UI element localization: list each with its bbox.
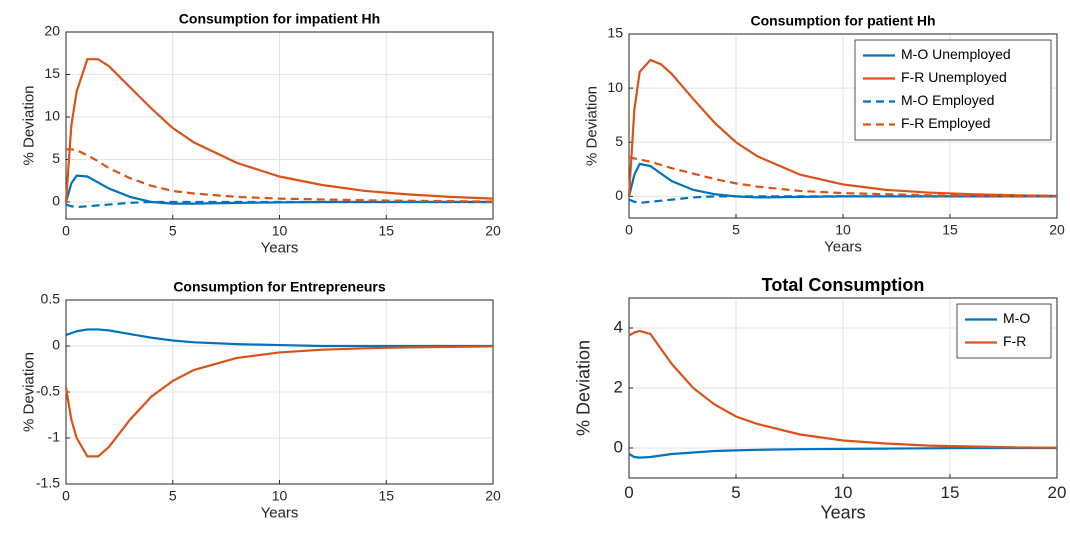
- legend-label: F-R: [1003, 333, 1026, 349]
- y-tick-label: -1: [48, 429, 61, 445]
- axes-box: [628, 297, 1058, 479]
- legend-box: [854, 39, 1052, 141]
- y-tick-label: 0: [52, 193, 60, 209]
- chart-title: Consumption for impatient Hh: [179, 11, 380, 27]
- chart-title: Total Consumption: [762, 275, 925, 295]
- x-axis-label: Years: [824, 238, 862, 255]
- x-tick-label: 0: [62, 222, 70, 238]
- y-axis-label: % Deviation: [584, 86, 601, 166]
- y-tick-label: 0.5: [41, 291, 61, 307]
- y-tick-label: 20: [44, 23, 60, 39]
- series-line: [65, 328, 493, 348]
- series-line: [64, 58, 494, 203]
- y-tick-label: 4: [614, 317, 623, 336]
- axes-box: [628, 33, 1058, 219]
- y-tick-label: -1.5: [36, 475, 60, 491]
- y-axis-label: % Deviation: [21, 85, 38, 165]
- y-axis-label: % Deviation: [21, 352, 38, 432]
- y-tick-label: 2: [614, 377, 623, 396]
- x-tick-label: 10: [272, 487, 288, 503]
- y-axis-label: % Deviation: [574, 340, 594, 436]
- x-tick-label: 15: [378, 487, 394, 503]
- legend-label: F-R Employed: [901, 115, 990, 131]
- chart-title: Consumption for patient Hh: [750, 13, 935, 29]
- x-tick-label: 0: [625, 221, 633, 237]
- x-tick-label: 5: [169, 222, 177, 238]
- y-tick-label: 5: [615, 133, 623, 149]
- series-line: [628, 446, 1057, 459]
- y-tick-label: 15: [44, 65, 60, 81]
- legend-box: [956, 303, 1052, 359]
- series-line: [65, 200, 493, 209]
- y-tick-label: 0: [52, 337, 60, 353]
- x-tick-label: 10: [835, 221, 851, 237]
- series-line: [628, 156, 1058, 198]
- x-tick-label: 15: [941, 483, 960, 502]
- x-tick-label: 15: [378, 222, 394, 238]
- y-tick-label: 15: [607, 25, 623, 41]
- x-tick-label: 20: [485, 222, 501, 238]
- x-tick-label: 20: [485, 487, 501, 503]
- x-tick-label: 20: [1048, 483, 1067, 502]
- axes-box: [65, 31, 494, 220]
- y-tick-label: 10: [44, 108, 60, 124]
- y-tick-label: -0.5: [36, 383, 60, 399]
- legend-label: M-O Employed: [901, 92, 994, 108]
- x-tick-label: 0: [624, 483, 633, 502]
- x-tick-label: 0: [62, 487, 70, 503]
- y-tick-label: 0: [615, 187, 623, 203]
- legend-label: F-R Unemployed: [901, 69, 1007, 85]
- series-line: [64, 345, 494, 458]
- legend-label: M-O: [1003, 310, 1030, 326]
- x-axis-label: Years: [261, 504, 299, 521]
- chart-title: Consumption for Entrepreneurs: [173, 279, 386, 295]
- y-tick-label: 10: [607, 79, 623, 95]
- x-tick-label: 5: [732, 221, 740, 237]
- legend-label: M-O Unemployed: [901, 46, 1011, 62]
- x-tick-label: 20: [1049, 221, 1065, 237]
- x-tick-label: 5: [731, 483, 740, 502]
- series-line: [628, 329, 1058, 449]
- x-tick-label: 10: [272, 222, 288, 238]
- y-tick-label: 0: [614, 437, 623, 456]
- x-axis-label: Years: [261, 239, 299, 256]
- x-tick-label: 15: [942, 221, 958, 237]
- x-axis-label: Years: [820, 502, 865, 522]
- series-line: [627, 58, 1058, 197]
- series-line: [66, 148, 494, 203]
- y-tick-label: 5: [52, 150, 60, 166]
- x-tick-label: 5: [169, 487, 177, 503]
- x-tick-label: 10: [834, 483, 853, 502]
